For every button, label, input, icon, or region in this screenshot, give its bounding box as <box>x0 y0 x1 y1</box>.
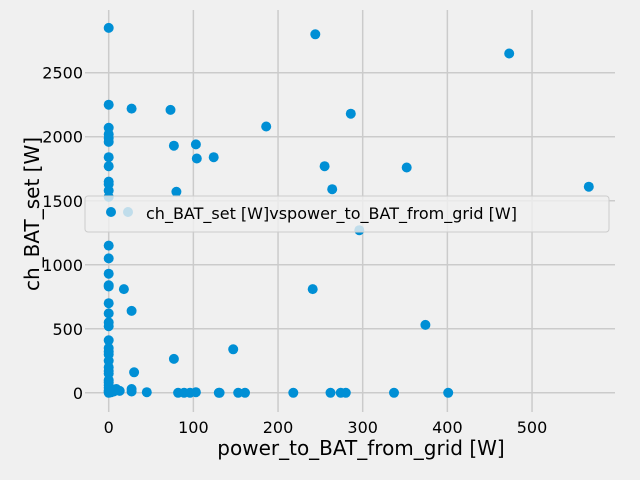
data-point <box>401 162 412 173</box>
data-point <box>103 253 114 264</box>
x-tick-label: 300 <box>347 418 378 437</box>
data-point <box>103 335 114 346</box>
y-tick-label: 2000 <box>42 128 83 147</box>
data-point <box>103 240 114 251</box>
data-point <box>103 136 114 147</box>
data-point <box>583 181 594 192</box>
data-point <box>126 305 137 316</box>
data-point <box>504 48 515 59</box>
data-point <box>103 298 114 309</box>
y-tick-label: 1500 <box>42 192 83 211</box>
y-tick-label: 500 <box>52 320 83 339</box>
legend-marker <box>106 207 116 217</box>
data-point <box>103 99 114 110</box>
x-tick-label: 200 <box>263 418 294 437</box>
x-tick-labels: 0 100 200 300 400 500 <box>104 418 548 437</box>
data-point <box>171 186 182 197</box>
data-point <box>319 161 330 172</box>
data-point <box>307 284 318 295</box>
data-point <box>228 344 239 355</box>
data-point <box>141 387 152 398</box>
data-point <box>103 22 114 33</box>
data-point <box>126 103 137 114</box>
data-point <box>288 387 299 398</box>
data-point <box>103 161 114 172</box>
legend-entry-label: ch_BAT_set [W]vspower_to_BAT_from_grid [… <box>146 204 517 224</box>
data-point <box>310 29 321 40</box>
y-tick-labels: 0 500 1000 1500 2000 2500 <box>42 64 83 403</box>
data-point <box>103 281 114 292</box>
data-point <box>103 152 114 163</box>
data-point <box>190 139 201 150</box>
y-tick-label: 2500 <box>42 64 83 83</box>
legend-marker <box>123 207 133 217</box>
data-point <box>327 184 338 195</box>
data-point <box>261 121 272 132</box>
x-tick-label: 100 <box>178 418 209 437</box>
data-point <box>443 387 454 398</box>
legend: ch_BAT_set [W]vspower_to_BAT_from_grid [… <box>84 195 610 233</box>
data-point <box>240 387 250 398</box>
data-point <box>168 140 179 151</box>
data-point <box>165 104 176 115</box>
data-point <box>208 152 219 163</box>
data-point <box>126 386 137 397</box>
data-point <box>345 108 356 119</box>
data-point <box>389 387 399 398</box>
legend-box <box>84 195 610 233</box>
x-tick-label: 500 <box>517 418 548 437</box>
data-point <box>325 387 336 398</box>
data-point <box>340 387 351 398</box>
data-point <box>103 268 114 279</box>
data-point <box>103 321 114 332</box>
scatter-points <box>103 22 594 398</box>
y-tick-label: 0 <box>73 384 83 403</box>
data-point <box>118 284 129 295</box>
y-tick-label: 1000 <box>42 256 83 275</box>
x-axis-label: power_to_BAT_from_grid [W] <box>217 436 504 460</box>
data-point <box>190 387 201 398</box>
data-point <box>168 353 179 364</box>
data-point <box>191 153 202 164</box>
data-point <box>103 308 114 319</box>
data-point <box>114 385 125 396</box>
data-point <box>420 319 431 330</box>
data-point <box>129 367 140 378</box>
y-axis-label: ch_BAT_set [W] <box>20 137 44 291</box>
x-tick-label: 0 <box>104 418 114 437</box>
data-point <box>214 387 225 398</box>
x-tick-label: 400 <box>432 418 463 437</box>
